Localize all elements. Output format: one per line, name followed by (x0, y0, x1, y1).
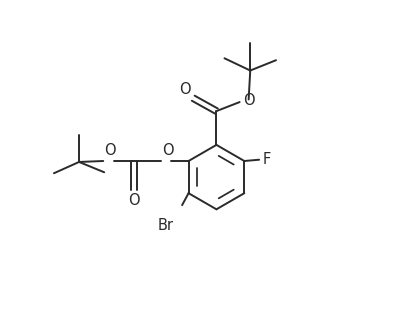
Text: F: F (263, 152, 271, 167)
Text: O: O (104, 143, 116, 158)
Text: Br: Br (158, 218, 174, 233)
Text: O: O (243, 93, 255, 108)
Text: O: O (179, 81, 191, 97)
Text: O: O (162, 143, 173, 158)
Text: O: O (128, 193, 139, 208)
